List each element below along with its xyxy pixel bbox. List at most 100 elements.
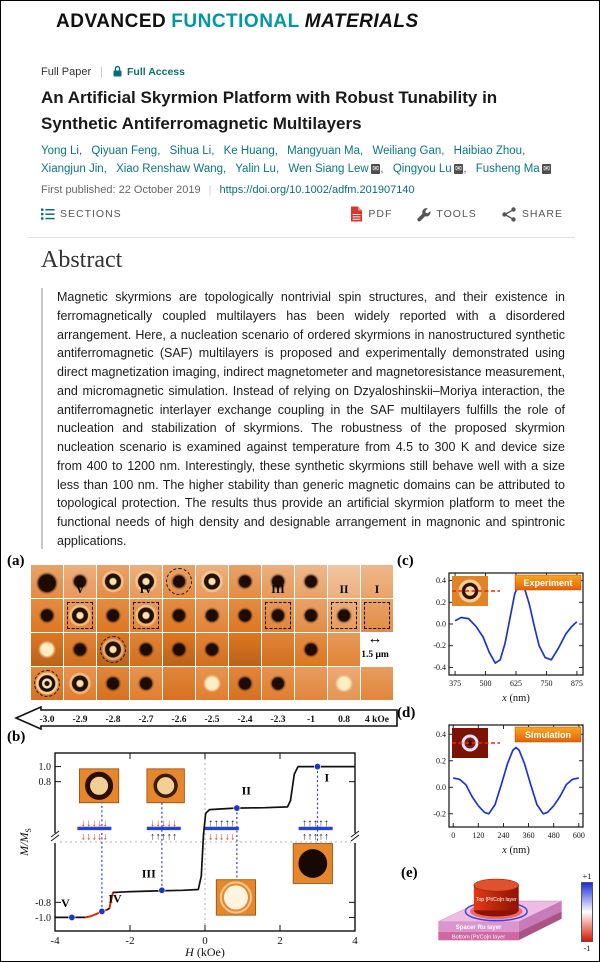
article-title: An Artificial Skyrmion Platform with Rob…: [41, 88, 498, 133]
author-link[interactable]: Qingyou Lu ✉,: [392, 163, 467, 176]
email-author-icon[interactable]: ✉: [370, 164, 381, 175]
mfm-image: [295, 667, 327, 700]
email-author-icon[interactable]: ✉: [541, 164, 552, 175]
field-tick-label: -2.5: [204, 715, 219, 725]
field-tick-label: -2.9: [72, 715, 87, 725]
x-tick-label: 4: [352, 935, 358, 947]
author-link[interactable]: Mangyuan Ma,: [287, 145, 364, 157]
article-meta-row: Full Paper | Full Access: [41, 65, 185, 78]
y-tick-label: 1.0: [39, 762, 52, 773]
x-tick-label: 0: [451, 831, 455, 840]
sections-button[interactable]: SECTIONS: [41, 208, 122, 220]
x-axis-label: H (kOe): [184, 945, 225, 959]
lock-icon: [113, 65, 122, 77]
y-tick-label: 0.4: [436, 730, 446, 739]
email-author-icon[interactable]: ✉: [453, 164, 464, 175]
tag-box: [514, 574, 582, 591]
publication-row: First published: 22 October 2019 | https…: [41, 184, 415, 196]
panel-e-label: (e): [401, 865, 418, 881]
toolbar-actions: PDF TOOLS SHARE: [350, 206, 563, 222]
author-link[interactable]: Xiangjun Jin,: [41, 163, 107, 176]
mfm-image-grid: V IV III II I: [31, 565, 393, 700]
pdf-button[interactable]: PDF: [350, 206, 392, 222]
mfm-image: [31, 599, 63, 632]
author-link[interactable]: Ke Huang,: [223, 145, 278, 157]
author-list: Yong Li, Qiyuan Feng, Sihua Li, Ke Huang…: [41, 142, 569, 179]
share-icon: [502, 206, 516, 222]
pdf-icon: [351, 206, 363, 222]
author-link[interactable]: Xiao Renshaw Wang,: [116, 163, 227, 176]
state-dashed-box: [67, 602, 93, 629]
x-tick-label: 750: [540, 679, 552, 688]
layer-spin-arrows: ↑↑↑↑↑: [302, 818, 330, 829]
colorbar-max-label: +1: [582, 871, 592, 881]
state-roman-label: III: [142, 866, 156, 880]
mfm-image: [64, 667, 96, 700]
share-button[interactable]: SHARE: [501, 206, 563, 222]
article-toolbar: SECTIONS PDF TOOLS: [41, 206, 563, 222]
full-access-label: Full Access: [127, 65, 185, 78]
mfm-image: [130, 667, 162, 700]
y-tick-label: 0.2: [436, 756, 446, 765]
y-tick-label: 0.8: [39, 777, 52, 788]
abstract-text: Magnetic skyrmions are topologically non…: [41, 288, 565, 551]
state-dashed-box: [364, 602, 390, 629]
mfm-image: III: [262, 584, 294, 632]
author-link[interactable]: Weiliang Gan,: [372, 145, 445, 157]
layer-spin-arrows: ↑↑↑↑↑: [208, 818, 236, 829]
doi-link[interactable]: https://doi.org/10.1002/adfm.201907140: [219, 184, 415, 196]
experiment-profile-chart: 375 500 625 750 875 0.4 0.2 0.0 -0.2 -0.4 Experime…: [433, 572, 584, 704]
mfm-image: [64, 633, 96, 666]
abstract-heading: Abstract: [41, 247, 123, 273]
spacer-layer-face: [438, 921, 519, 932]
tools-button[interactable]: TOOLS: [416, 206, 476, 222]
x-tick-label: 875: [571, 679, 583, 688]
tag-box: [514, 726, 582, 743]
mfm-image: [229, 565, 261, 598]
field-axis-arrow: -3.0 -2.9 -2.8 -2.7 -2.6 -2.5 -2.4 -2.3 -1 0.8 4 k…: [14, 706, 398, 730]
mfm-image: [97, 599, 129, 632]
bottom-side-face: [518, 911, 562, 941]
state-point: [233, 804, 241, 812]
x-axis-label: x (nm): [501, 845, 530, 856]
mfm-image: [97, 565, 129, 598]
profile-curve: [453, 746, 579, 815]
state-roman-label: III: [271, 584, 285, 596]
state-roman-label: II: [242, 783, 252, 797]
x-tick-label: 600: [573, 831, 585, 840]
y-tick-label: -0.8: [35, 898, 51, 909]
colorbar-min-label: -1: [583, 943, 591, 953]
sections-label: SECTIONS: [60, 208, 122, 220]
author-link[interactable]: Wen Siang Lew ✉,: [288, 163, 384, 176]
state-dashed-box: [265, 602, 291, 629]
mfm-image: [97, 633, 129, 666]
pub-divider: |: [208, 184, 212, 196]
state-point: [313, 763, 321, 771]
state-roman-label: V: [75, 584, 85, 596]
mfm-image: [31, 633, 63, 666]
state-roman-label: I: [374, 584, 380, 596]
mfm-image: [328, 565, 360, 598]
tools-label: TOOLS: [436, 208, 477, 220]
dashed-circle-marker: [34, 670, 60, 697]
author-link[interactable]: Yalin Lu,: [235, 163, 280, 176]
mfm-image: [31, 565, 63, 598]
author-link[interactable]: Haibiao Zhou,: [453, 145, 526, 157]
dashed-circle-marker: [166, 568, 192, 595]
author-link[interactable]: Yong Li,: [41, 145, 83, 157]
y-tick-label: 0.0: [436, 620, 446, 629]
author-link[interactable]: Qiyuan Feng,: [91, 145, 161, 157]
y-tick-label: -0.2: [433, 641, 446, 650]
spacer-layer-label: Spacer Ru layer: [456, 925, 502, 931]
hysteresis-curve-red: [108, 892, 114, 909]
mfm-image: [229, 667, 261, 700]
author-link[interactable]: Fusheng Ma ✉: [475, 163, 552, 176]
field-tick-label: 4 kOe: [365, 715, 389, 725]
first-published-label: First published: 22 October 2019: [41, 184, 201, 196]
panel-b-label: (b): [7, 729, 26, 745]
y-axis-label: M/MS: [17, 828, 33, 857]
layer-spin-arrows: ↓↓↓↓↓: [81, 831, 109, 842]
mfm-image: [229, 599, 261, 632]
author-link[interactable]: Sihua Li,: [169, 145, 215, 157]
